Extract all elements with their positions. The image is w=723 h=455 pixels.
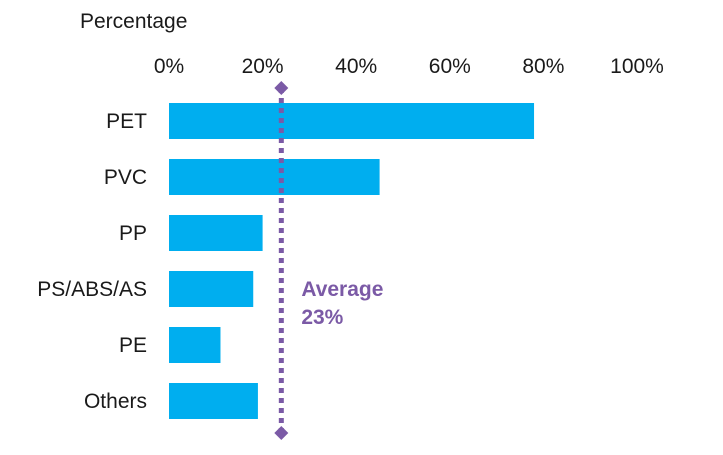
category-label: PS/ABS/AS bbox=[37, 278, 147, 301]
bar-others bbox=[169, 383, 258, 419]
average-label: Average bbox=[301, 278, 383, 301]
x-tick-label: 80% bbox=[522, 55, 564, 78]
average-marker-top bbox=[274, 81, 289, 95]
x-tick-label: 0% bbox=[154, 55, 184, 78]
average-value: 23% bbox=[301, 306, 343, 329]
average-marker-bottom bbox=[274, 426, 289, 440]
bar-pet bbox=[169, 103, 535, 139]
bar-ps-abs-as bbox=[169, 271, 254, 307]
category-labels: PET PVC PP PS/ABS/AS PE Others bbox=[37, 110, 147, 413]
bar-pvc bbox=[169, 159, 380, 195]
x-axis-title: Percentage bbox=[80, 10, 187, 33]
bars bbox=[169, 103, 535, 419]
category-label: PE bbox=[119, 334, 147, 357]
category-label: PVC bbox=[104, 166, 147, 189]
x-tick-label: 100% bbox=[610, 55, 664, 78]
x-tick-label: 60% bbox=[429, 55, 471, 78]
x-tick-label: 40% bbox=[335, 55, 377, 78]
average-reference: Average 23% bbox=[274, 81, 383, 440]
bar-pp bbox=[169, 215, 263, 251]
category-label: Others bbox=[84, 390, 147, 413]
x-axis-ticks: 0% 20% 40% 60% 80% 100% bbox=[154, 55, 664, 78]
category-label: PP bbox=[119, 222, 147, 245]
x-tick-label: 20% bbox=[242, 55, 284, 78]
category-label: PET bbox=[106, 110, 147, 133]
bar-pe bbox=[169, 327, 221, 363]
